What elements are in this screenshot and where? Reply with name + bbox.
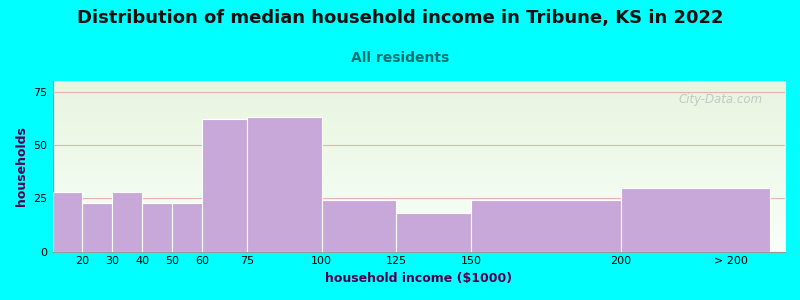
Text: Distribution of median household income in Tribune, KS in 2022: Distribution of median household income …: [77, 9, 723, 27]
Bar: [396, 213, 471, 252]
Bar: [471, 200, 621, 252]
Bar: [202, 119, 247, 252]
Bar: [82, 202, 112, 252]
Bar: [112, 192, 142, 252]
Bar: [53, 192, 82, 252]
X-axis label: household income ($1000): household income ($1000): [326, 272, 512, 285]
Bar: [142, 202, 172, 252]
Text: All residents: All residents: [351, 51, 449, 65]
Bar: [322, 200, 396, 252]
Bar: [621, 188, 770, 252]
Y-axis label: households: households: [15, 126, 28, 206]
Bar: [247, 117, 322, 252]
Text: City-Data.com: City-Data.com: [679, 93, 763, 106]
Bar: [172, 202, 202, 252]
